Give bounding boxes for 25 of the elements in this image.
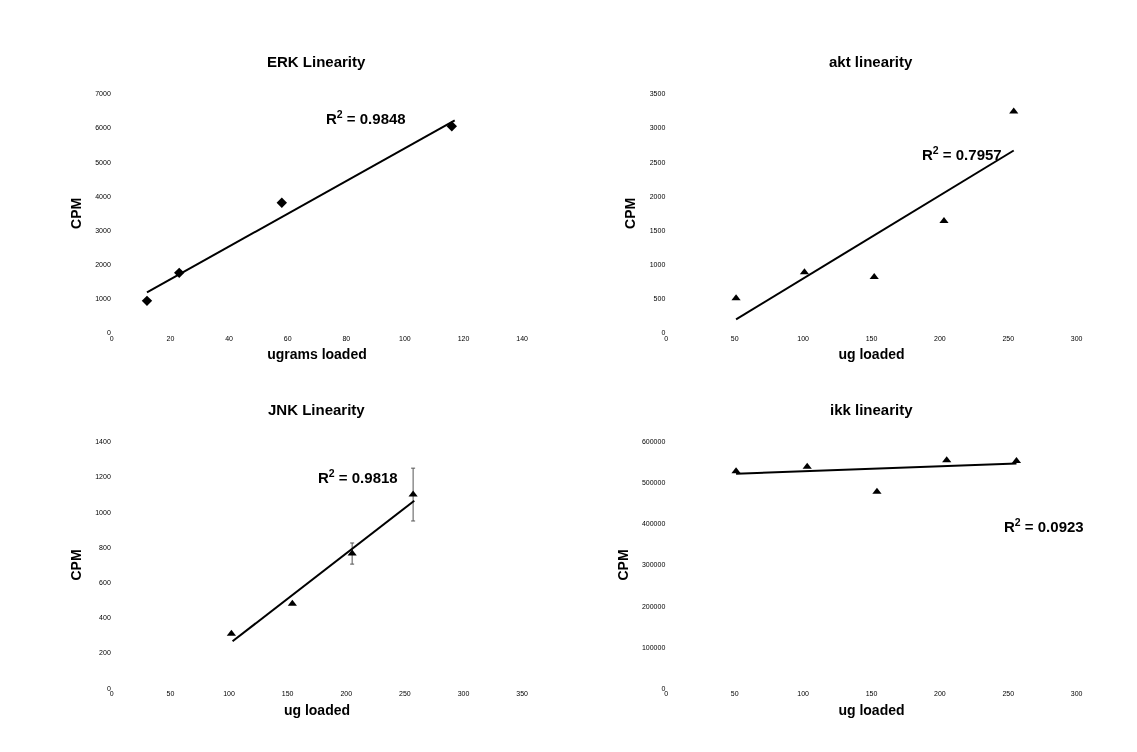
annotation: R$^{2}$ = 0.0923 [1004, 516, 1084, 536]
chart-title: akt linearity [829, 53, 914, 70]
y-axis-title: CPM [622, 197, 639, 229]
point [287, 599, 297, 606]
annotation: R$^{2}$ = 0.7957 [922, 144, 1002, 164]
annotation: R$^{2}$ = 0.9818 [318, 467, 398, 487]
point [869, 272, 879, 279]
y-axis-title: CPM [67, 549, 84, 581]
point [276, 197, 287, 208]
point [408, 490, 418, 497]
point [939, 216, 949, 223]
y-axis-title: CPM [614, 549, 631, 581]
chart-title: ikk linearity [830, 401, 914, 418]
x-axis-title: ug loaded [838, 701, 905, 718]
y-axis-title: CPM [67, 197, 84, 229]
point [347, 549, 357, 556]
x-axis-title: ug loaded [838, 346, 905, 363]
point [731, 294, 741, 301]
x-axis-title: ugrams loaded [267, 346, 367, 363]
point [141, 295, 153, 307]
point [1009, 107, 1019, 114]
x-axis-title: ug loaded [283, 701, 351, 718]
annotation: R$^{2}$ = 0.9848 [326, 108, 406, 128]
chart-title: ERK Linearity [267, 53, 367, 70]
chart-title: JNK Linearity [268, 401, 366, 418]
